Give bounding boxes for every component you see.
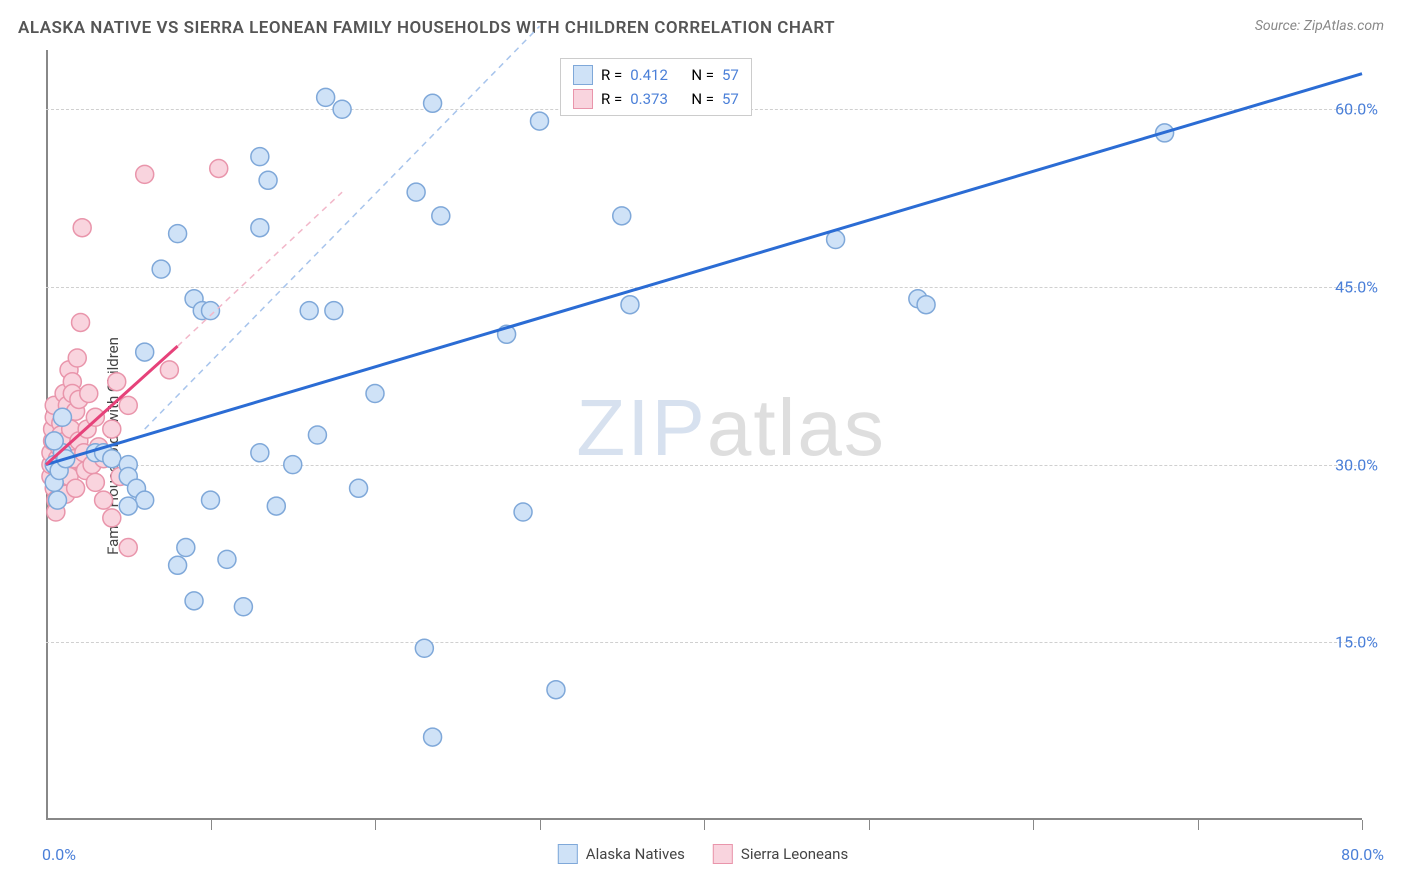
data-point <box>152 260 170 278</box>
data-point <box>366 385 384 403</box>
data-point <box>251 148 269 166</box>
y-tick-label: 30.0% <box>1335 455 1378 474</box>
y-tick-label: 15.0% <box>1335 633 1378 652</box>
data-point <box>317 88 335 106</box>
legend-label-sierra: Sierra Leoneans <box>741 845 848 863</box>
n-value-sierra: 57 <box>722 90 739 108</box>
data-point <box>119 497 137 515</box>
data-point <box>531 112 549 130</box>
source-attribution: Source: ZipAtlas.com <box>1255 18 1384 34</box>
data-point <box>218 550 236 568</box>
y-tick-label: 45.0% <box>1335 277 1378 296</box>
y-tick-label: 60.0% <box>1335 100 1378 119</box>
legend-item-alaska: Alaska Natives <box>558 844 685 864</box>
r-label: R = <box>601 66 622 84</box>
data-point <box>119 539 137 557</box>
data-point <box>308 426 326 444</box>
x-min-label: 0.0% <box>42 845 76 864</box>
data-point <box>136 491 154 509</box>
x-max-label: 80.0% <box>1341 845 1384 864</box>
correlation-legend: R = 0.412 N = 57 R = 0.373 N = 57 <box>560 58 752 116</box>
data-point <box>67 479 85 497</box>
data-point <box>73 219 91 237</box>
data-point <box>177 539 195 557</box>
data-point <box>49 491 67 509</box>
data-point <box>613 207 631 225</box>
data-point <box>350 479 368 497</box>
data-point <box>621 296 639 314</box>
data-point <box>169 556 187 574</box>
data-point <box>210 159 228 177</box>
data-point <box>333 100 351 118</box>
r-label: R = <box>601 90 622 108</box>
data-point <box>547 681 565 699</box>
data-point <box>415 639 433 657</box>
swatch-alaska <box>558 844 578 864</box>
data-point <box>424 94 442 112</box>
n-value-alaska: 57 <box>722 66 739 84</box>
data-point <box>53 408 71 426</box>
data-point <box>251 219 269 237</box>
data-point <box>103 450 121 468</box>
r-value-sierra: 0.373 <box>630 90 668 108</box>
data-point <box>169 225 187 243</box>
bottom-legend: Alaska Natives Sierra Leoneans <box>558 844 848 864</box>
data-point <box>45 432 63 450</box>
data-point <box>136 165 154 183</box>
n-label: N = <box>691 66 714 84</box>
data-point <box>259 171 277 189</box>
data-point <box>284 456 302 474</box>
data-point <box>103 420 121 438</box>
legend-row-sierra: R = 0.373 N = 57 <box>573 87 739 111</box>
legend-item-sierra: Sierra Leoneans <box>713 844 848 864</box>
data-point <box>80 385 98 403</box>
data-point <box>917 296 935 314</box>
data-point <box>68 349 86 367</box>
data-point <box>202 302 220 320</box>
data-point <box>103 509 121 527</box>
data-point <box>407 183 425 201</box>
data-point <box>267 497 285 515</box>
data-point <box>514 503 532 521</box>
chart-svg <box>46 50 1362 820</box>
data-point <box>160 361 178 379</box>
n-label: N = <box>691 90 714 108</box>
data-point <box>202 491 220 509</box>
swatch-alaska <box>573 65 593 85</box>
data-point <box>86 473 104 491</box>
data-point <box>424 728 442 746</box>
data-point <box>95 491 113 509</box>
data-point <box>325 302 343 320</box>
data-point <box>185 592 203 610</box>
data-point <box>234 598 252 616</box>
data-point <box>119 396 137 414</box>
chart-title: ALASKA NATIVE VS SIERRA LEONEAN FAMILY H… <box>18 18 835 38</box>
data-point <box>432 207 450 225</box>
data-point <box>86 408 104 426</box>
r-value-alaska: 0.412 <box>630 66 668 84</box>
data-point <box>136 343 154 361</box>
data-point <box>72 313 90 331</box>
swatch-sierra <box>713 844 733 864</box>
legend-label-alaska: Alaska Natives <box>586 845 685 863</box>
legend-row-alaska: R = 0.412 N = 57 <box>573 63 739 87</box>
data-point <box>251 444 269 462</box>
data-point <box>300 302 318 320</box>
data-point <box>108 373 126 391</box>
swatch-sierra <box>573 89 593 109</box>
